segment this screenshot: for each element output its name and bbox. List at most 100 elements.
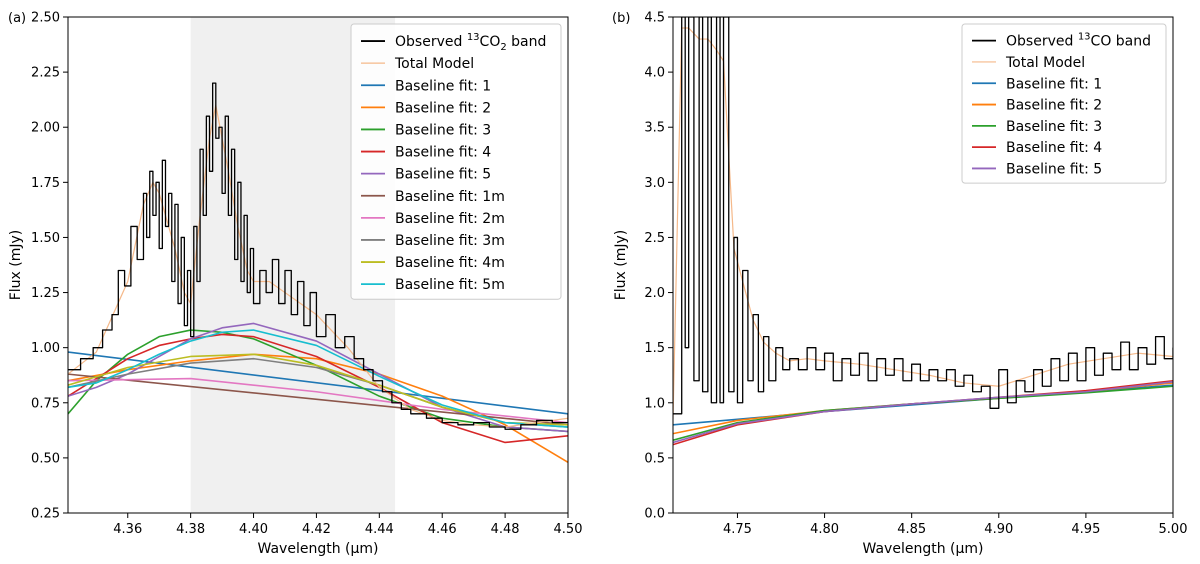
y-tick-label: 1.25 (31, 286, 60, 301)
panel-label: (a) (8, 11, 26, 26)
legend-entry: Baseline fit: 1m (395, 189, 505, 205)
y-tick-label: 1.75 (31, 176, 60, 191)
x-tick-label: 4.80 (810, 522, 839, 537)
observed-band-line (673, 17, 1173, 415)
y-tick-label: 4.0 (644, 66, 665, 81)
legend-entry: Baseline fit: 2m (395, 211, 505, 227)
legend-entry: Baseline fit: 4m (395, 255, 505, 271)
legend-text-part: Baseline fit: 3 (1006, 119, 1102, 135)
legend-text-part: Baseline fit: 5m (395, 277, 505, 293)
y-tick-label: 3.0 (644, 176, 665, 191)
y-tick-label: 2.5 (644, 231, 665, 246)
baseline-fit-7-line (68, 377, 568, 424)
legend-text-part: 13 (467, 32, 480, 43)
total-model-line (68, 104, 568, 428)
legend-entry: Observed 13CO band (1006, 32, 1151, 50)
legend-text-part: CO (480, 34, 501, 50)
axes-frame (672, 16, 1174, 514)
x-tick-label: 4.46 (428, 522, 457, 537)
legend-text-part: 2 (500, 42, 506, 53)
x-tick-label: 4.90 (984, 522, 1013, 537)
legend-text-part: CO band (1091, 34, 1151, 50)
x-tick-label: 5.00 (1159, 522, 1188, 537)
legend-entry: Baseline fit: 1 (395, 78, 491, 94)
legend-text-part: Baseline fit: 1m (395, 189, 505, 205)
panel-label: (b) (612, 11, 630, 26)
legend-text-part: Baseline fit: 5 (395, 167, 491, 183)
legend-box (350, 23, 562, 300)
legend-entry: Baseline fit: 2 (395, 100, 491, 116)
y-tick-label: 4.5 (644, 11, 665, 26)
legend-text-part: Total Model (394, 56, 474, 72)
baseline-fit-2-line (68, 353, 568, 463)
y-tick-label: 0.0 (644, 507, 665, 522)
legend-text-part: Baseline fit: 3 (395, 122, 491, 138)
y-tick-label: 2.25 (31, 66, 60, 81)
x-axis-label: Wavelength (μm) (258, 541, 379, 557)
x-tick-label: 4.95 (1071, 522, 1100, 537)
x-tick-label: 4.75 (723, 522, 752, 537)
y-axis-label: Flux (mJy) (8, 230, 24, 301)
baseline-fit-5-line (673, 381, 1173, 444)
legend-entry: Baseline fit: 3 (395, 122, 491, 138)
legend-text-part: Observed (1006, 34, 1078, 50)
x-tick-label: 4.38 (176, 522, 205, 537)
legend-text-part: Baseline fit: 2 (395, 100, 491, 116)
y-tick-label: 2.00 (31, 121, 60, 136)
legend: Observed 13CO2 band Total Model Baseline f… (350, 23, 562, 300)
legend-entry: Baseline fit: 4 (1006, 140, 1102, 156)
baseline-fit-10-line (68, 329, 568, 428)
legend-box (961, 23, 1167, 184)
y-tick-label: 0.5 (644, 451, 665, 466)
baseline-fit-4-line (68, 333, 568, 444)
panel-a: 4.36 4.38 4.40 4.42 4.44 4.46 4.48 4.50 0.25 0.50… (8, 11, 582, 558)
legend-text-part: Total Model (1005, 55, 1085, 71)
y-tick-label: 1.50 (31, 231, 60, 246)
baseline-fit-1-line (68, 351, 568, 415)
axes-frame (67, 16, 569, 514)
plot-area (68, 82, 568, 463)
legend-text-part: Baseline fit: 5 (1006, 161, 1102, 177)
legend-text-part: Baseline fit: 3m (395, 233, 505, 249)
legend-text-part: band (507, 34, 547, 50)
legend-entry: Baseline fit: 2 (1006, 98, 1102, 114)
legend-entry: Baseline fit: 4 (395, 145, 491, 161)
x-tick-label: 4.44 (365, 522, 394, 537)
y-tick-label: 2.0 (644, 286, 665, 301)
legend-text-part: Baseline fit: 4m (395, 255, 505, 271)
legend-text-part: Baseline fit: 1 (395, 78, 491, 94)
legend-text-part: Baseline fit: 4 (395, 145, 491, 161)
legend-entry: Baseline fit: 5 (395, 167, 491, 183)
x-tick-label: 4.50 (554, 522, 583, 537)
x-tick-label: 4.85 (897, 522, 926, 537)
legend-entry: Observed 13CO2 band (395, 32, 546, 53)
x-tick-label: 4.48 (491, 522, 520, 537)
legend-text-part: Observed (395, 34, 467, 50)
y-tick-label: 0.50 (31, 451, 60, 466)
y-tick-label: 1.0 (644, 396, 665, 411)
legend-entry: Baseline fit: 3 (1006, 119, 1102, 135)
y-tick-label: 1.5 (644, 341, 665, 356)
x-tick-label: 4.36 (113, 522, 142, 537)
y-tick-label: 2.50 (31, 11, 60, 26)
plot-area (673, 17, 1173, 446)
legend-entry: Baseline fit: 5m (395, 277, 505, 293)
legend: Observed 13CO band Total Model Baseline fi… (961, 23, 1167, 184)
x-tick-label: 4.40 (239, 522, 268, 537)
x-tick-label: 4.42 (302, 522, 331, 537)
y-tick-label: 0.25 (31, 507, 60, 522)
y-tick-label: 1.00 (31, 341, 60, 356)
legend-text-part: Baseline fit: 1 (1006, 76, 1102, 92)
baseline-fit-3-line (673, 385, 1173, 442)
panel-b: 4.75 4.80 4.85 4.90 4.95 5.00 0.0 0.5 1.0 1.5 2.0 2… (612, 11, 1187, 558)
legend-entry: Baseline fit: 5 (1006, 161, 1102, 177)
legend-text-part: Baseline fit: 2m (395, 211, 505, 227)
legend-text-part: Baseline fit: 2 (1006, 98, 1102, 114)
y-tick-label: 3.5 (644, 121, 665, 136)
legend-entry: Baseline fit: 3m (395, 233, 505, 249)
legend-entry: Baseline fit: 1 (1006, 76, 1102, 92)
legend-text-part: 13 (1078, 32, 1091, 43)
y-tick-label: 0.75 (31, 396, 60, 411)
observed-band-line (68, 82, 568, 430)
